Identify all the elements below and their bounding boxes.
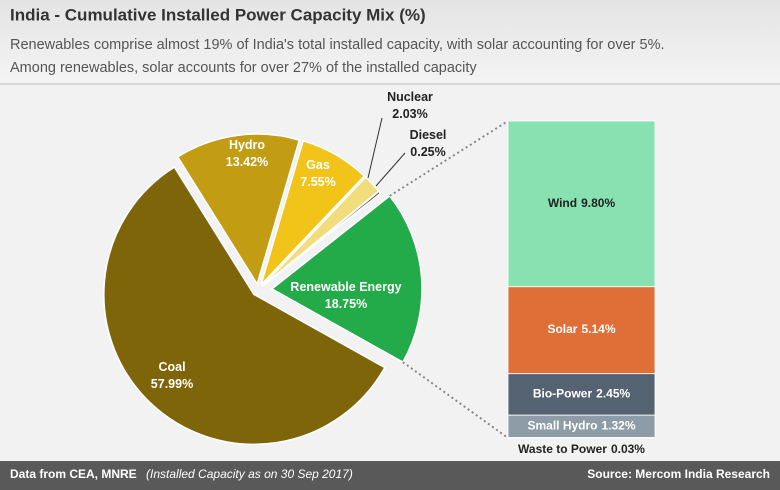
slice-value: 7.55% (300, 175, 335, 189)
slice-value: 13.42% (226, 155, 268, 169)
bar-segment (507, 120, 656, 288)
segment-value: 5.14% (581, 322, 615, 336)
slice-name: Coal (158, 360, 185, 374)
header-band (0, 0, 780, 84)
segment-value: 0.03% (611, 442, 645, 456)
slice-label: Renewable Energy 18.75% (290, 280, 401, 311)
slice-name: Diesel (410, 128, 447, 142)
pie-slice (103, 166, 386, 446)
title: India - Cumulative Installed Power Capac… (10, 5, 426, 24)
footer-source: Source: Mercom India Research (587, 467, 770, 481)
leader-line (375, 152, 406, 187)
slice-value: 0.25% (410, 145, 445, 159)
segment-name: Waste to Power (518, 442, 607, 456)
segment-value: 1.32% (602, 419, 636, 433)
bar-segment (507, 373, 656, 416)
segment-name: Wind (548, 196, 577, 210)
segment-label: Bio-Power 2.45% (533, 387, 631, 401)
pie-slice (260, 139, 366, 286)
subtitle: Among renewables, solar accounts for ove… (10, 60, 477, 76)
footer-band (0, 461, 780, 490)
connector (389, 120, 509, 197)
slice-label: Hydro 13.42% (226, 138, 268, 169)
segment-name: Solar (547, 322, 577, 336)
slice-label: Nuclear 2.03% (387, 90, 433, 121)
pie-slice (176, 133, 301, 286)
segment-label: Solar 5.14% (547, 322, 615, 336)
slice-name: Hydro (229, 138, 265, 152)
footer-note: Data from CEA, MNRE (Installed Capacity … (10, 467, 353, 481)
slice-name: Renewable Energy (290, 280, 401, 294)
segment-name: Small Hydro (527, 419, 597, 433)
slice-name: Nuclear (387, 90, 433, 104)
bar-segment (507, 286, 656, 375)
slice-label: Coal 57.99% (151, 360, 193, 391)
slice-value: 18.75% (325, 297, 367, 311)
slice-value: 57.99% (151, 377, 193, 391)
slice-value: 2.03% (392, 107, 427, 121)
leader-line (367, 117, 383, 179)
footer-date-note: (Installed Capacity as on 30 Sep 2017) (146, 467, 353, 481)
plot: Hydro 13.42% Gas 7.55% Nuclear 2.03% Diesel 0.2… (103, 90, 656, 456)
segment-name: Bio-Power (533, 387, 593, 401)
footer-source-note: Data from CEA, MNRE (10, 467, 137, 481)
segment-label: Waste to Power 0.03% (518, 442, 645, 456)
slice-label: Gas 7.55% (300, 158, 335, 189)
pie-slice (270, 194, 423, 364)
connector (402, 361, 509, 439)
subtitle: Renewables comprise almost 19% of India'… (10, 37, 665, 53)
slice-label: Diesel 0.25% (410, 128, 447, 159)
segment-value: 2.45% (596, 387, 630, 401)
segment-label: Small Hydro 1.32% (527, 419, 635, 433)
pie-slice (262, 190, 382, 287)
slice-name: Gas (306, 158, 330, 172)
segment-value: 9.80% (581, 196, 615, 210)
bar-segment (507, 437, 656, 439)
segment-label: Wind 9.80% (548, 196, 616, 210)
